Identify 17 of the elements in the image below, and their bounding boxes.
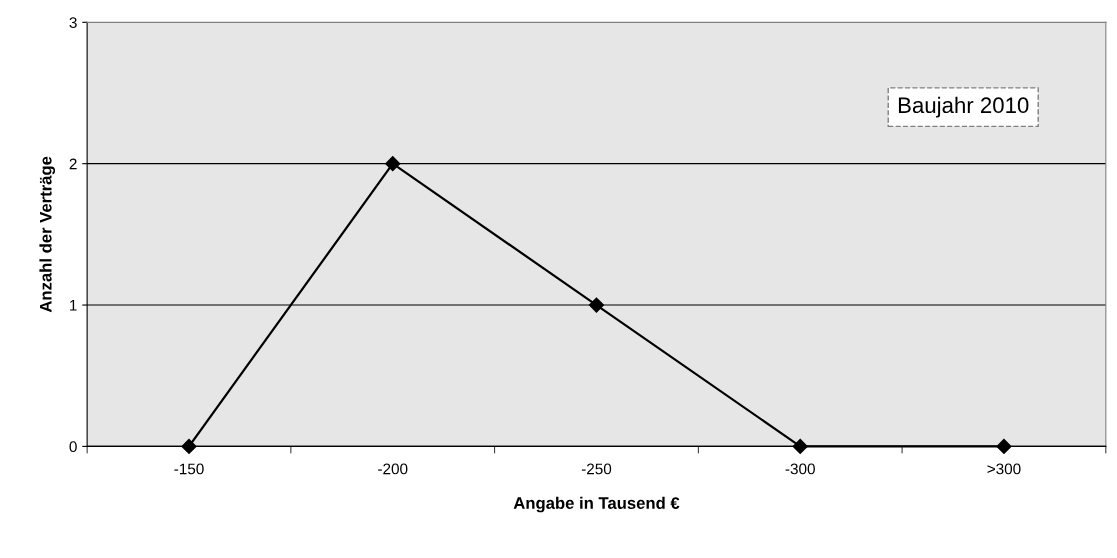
point xyxy=(996,438,1012,454)
x-tick-label: -300 xyxy=(785,463,815,475)
y-tick-label: 1 xyxy=(70,300,77,311)
annotation: Baujahr 2010 xyxy=(898,96,1029,118)
point xyxy=(181,438,197,454)
y-tick-label: 3 xyxy=(69,17,77,29)
point xyxy=(792,438,808,454)
y-tick-label: 0 xyxy=(69,441,77,453)
x-tick-label: >300 xyxy=(987,463,1021,475)
x-tick-label: -150 xyxy=(174,463,204,475)
x-tick-label: -250 xyxy=(581,463,612,475)
y-axis-title: Anzahl der Verträge xyxy=(39,156,56,313)
x-axis-title: Angabe in Tausend € xyxy=(513,496,680,513)
y-tick-label: 2 xyxy=(69,158,77,170)
x-tick-label: -200 xyxy=(378,463,408,475)
point xyxy=(385,156,401,172)
point xyxy=(588,297,605,313)
